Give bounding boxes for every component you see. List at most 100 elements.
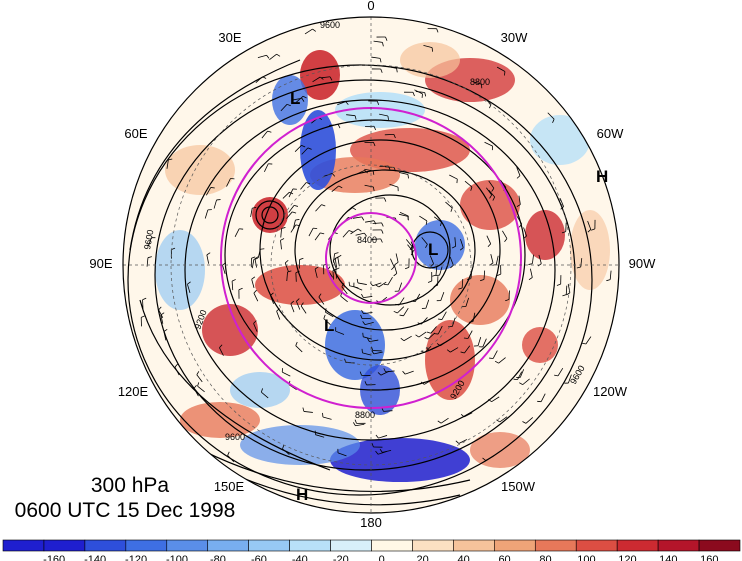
wind-barb (363, 296, 373, 298)
wind-barb-feather (295, 219, 300, 221)
wind-barb-feather (380, 238, 383, 243)
wind-barb (382, 450, 392, 453)
wind-barb (423, 44, 433, 49)
wind-barb-feather (379, 448, 383, 453)
valid-time-title: 0600 UTC 15 Dec 1998 (14, 499, 236, 522)
wind-barb-feather (382, 42, 384, 47)
wind-barb-feather (282, 444, 285, 450)
high-center: H (296, 485, 308, 504)
wind-barb (477, 337, 482, 346)
wind-barb-feather (436, 343, 441, 347)
wind-barb (294, 145, 302, 152)
wind-barb-feather (376, 100, 380, 105)
colorbar-swatch (125, 539, 168, 552)
wind-barb (269, 53, 277, 60)
wind-barb (280, 104, 288, 112)
colorbar-swatch (248, 539, 290, 552)
wind-barb-feather (450, 207, 453, 212)
wind-barb-feather (417, 322, 422, 325)
wind-barb-feather (494, 360, 499, 364)
colorbar-tick-label: 40 (458, 554, 470, 561)
wind-barb (371, 56, 381, 59)
wind-barb-feather (333, 257, 337, 261)
wind-barb-feather (253, 289, 257, 294)
wind-barb-feather (504, 71, 506, 76)
wind-barb-feather (323, 314, 326, 319)
wind-barb (430, 326, 437, 334)
wind-barb-feather (319, 76, 324, 80)
wind-barb (356, 169, 365, 175)
wind-barb (490, 254, 494, 263)
wind-barb (373, 40, 383, 43)
colorbar-tick-label: 20 (417, 554, 429, 561)
wind-barb (261, 391, 269, 399)
colorbar-tick-label: -120 (125, 554, 147, 561)
lon-label-30e: 30E (218, 30, 241, 45)
wind-barb-feather (459, 247, 464, 251)
wind-barb-feather (556, 283, 561, 286)
wind-barb (197, 385, 205, 393)
colorbar: -160 -140 -120 -100 -80 -60 -40 -20 0 20 40 60 80 100… (2, 539, 741, 561)
colorbar-swatch (412, 539, 454, 552)
wind-barb (301, 147, 309, 155)
wind-barb-feather (266, 54, 270, 59)
wind-barb (261, 130, 268, 139)
colorbar-tick-label: 140 (659, 554, 677, 561)
wind-barb (531, 254, 534, 264)
wind-barb (314, 232, 321, 241)
colorbar-tick-label: -20 (333, 554, 349, 561)
wind-barb-feather (345, 101, 349, 105)
wind-barb (585, 336, 592, 345)
contour-label: 9600 (225, 432, 245, 442)
wind-barb (522, 378, 530, 385)
wind-barb (450, 347, 459, 353)
wind-barb (251, 259, 255, 269)
wind-barb (213, 199, 217, 209)
pressure-level-title: 300 hPa (90, 474, 170, 497)
wind-barb-feather (299, 257, 304, 260)
wind-barb (264, 163, 269, 173)
wind-barb (516, 167, 521, 176)
wind-barb-feather (420, 381, 425, 385)
wind-barb (383, 410, 393, 412)
wind-barb-feather (197, 382, 200, 387)
wind-barb (454, 237, 457, 247)
wind-barb-feather (329, 76, 333, 81)
wind-barb (378, 281, 387, 288)
wind-barb (253, 292, 259, 302)
wind-barb (362, 352, 372, 356)
wind-barb (405, 370, 414, 375)
wind-barb (519, 369, 525, 378)
wind-barb (488, 180, 495, 189)
wind-barb (357, 282, 367, 285)
wind-barb (371, 238, 381, 240)
wind-barb (300, 182, 307, 190)
wind-barb-feather (433, 284, 438, 287)
wind-barb-feather (450, 264, 454, 269)
wind-barb-feather (362, 321, 366, 325)
wind-barb (449, 174, 458, 180)
wind-barb-feather (222, 262, 226, 266)
wind-barb-feather (231, 279, 236, 282)
wind-barb (292, 97, 302, 101)
wind-barb (496, 66, 506, 72)
wind-barb (525, 417, 534, 424)
lon-label-150w: 150W (501, 479, 536, 494)
wind-barb (421, 317, 428, 325)
wind-barb (609, 270, 612, 280)
wind-barb (399, 211, 409, 217)
wind-barb (380, 370, 390, 376)
wind-barb-feather (219, 344, 223, 348)
wind-barb-feather (528, 263, 533, 265)
wind-barb-feather (516, 175, 521, 179)
wind-barb (464, 345, 471, 354)
wind-barb (399, 172, 409, 175)
wind-barb (495, 255, 499, 265)
wind-barb-feather (562, 294, 567, 297)
wind-barb (222, 265, 226, 274)
wind-barb-feather (193, 384, 197, 389)
colorbar-tick-label: -60 (251, 554, 267, 561)
wind-barb-feather (381, 222, 384, 227)
wind-barb-feather (400, 337, 405, 342)
wind-barb-feather (393, 273, 398, 277)
